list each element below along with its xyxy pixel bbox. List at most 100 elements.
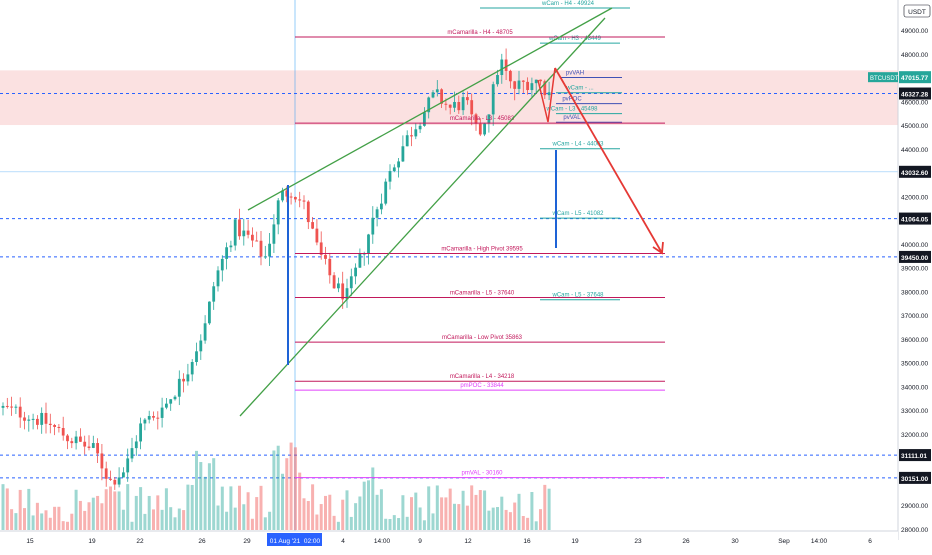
volume-bar bbox=[526, 517, 530, 530]
volume-bar bbox=[530, 492, 534, 530]
volume-bar bbox=[195, 450, 198, 530]
volume-bar bbox=[289, 442, 293, 530]
volume-bar bbox=[500, 496, 504, 530]
candle-body bbox=[466, 97, 469, 101]
price-badge-text: 39450.00 bbox=[901, 255, 928, 262]
x-tick-label: 22 bbox=[136, 538, 144, 545]
y-tick-label: 49000.00 bbox=[901, 28, 928, 35]
volume-bar bbox=[57, 506, 61, 530]
volume-bar bbox=[100, 503, 104, 530]
volume-bar bbox=[18, 489, 22, 530]
volume-bar bbox=[27, 488, 31, 530]
candle-body bbox=[367, 234, 370, 254]
candle-body bbox=[302, 200, 306, 202]
volume-bar bbox=[302, 498, 306, 530]
volume-bar bbox=[517, 493, 521, 530]
x-tick-label: 9 bbox=[418, 538, 422, 545]
candle-body bbox=[134, 441, 138, 449]
volume-bar bbox=[354, 503, 358, 530]
volume-bar bbox=[139, 487, 143, 530]
y-tick-label: 37000.00 bbox=[901, 313, 928, 320]
level-label: pvVAL bbox=[563, 115, 581, 121]
candle-body bbox=[100, 453, 104, 469]
currency-badge[interactable] bbox=[903, 4, 931, 18]
x-tick-label: 26 bbox=[682, 538, 690, 545]
x-tick-label: 26 bbox=[198, 538, 206, 545]
price-badge-text: 30151.00 bbox=[901, 476, 928, 483]
candle-body bbox=[5, 405, 9, 407]
candle-body bbox=[397, 161, 400, 168]
candle-body bbox=[126, 458, 130, 473]
volume-bar bbox=[164, 488, 168, 530]
y-tick-label: 36000.00 bbox=[901, 337, 928, 344]
volume-bar bbox=[156, 495, 160, 530]
y-tick-label: 28000.00 bbox=[901, 527, 928, 534]
candle-body bbox=[474, 114, 478, 124]
price-badge bbox=[899, 250, 931, 263]
channel-lower-line bbox=[239, 17, 606, 417]
price-badge bbox=[899, 165, 931, 178]
volume-bar bbox=[117, 491, 121, 530]
volume-bar bbox=[483, 490, 487, 530]
volume-bar bbox=[182, 510, 186, 530]
y-tick-label: 39000.00 bbox=[901, 266, 928, 273]
volume-bar bbox=[281, 473, 284, 530]
volume-bar bbox=[418, 507, 422, 530]
volume-bar bbox=[83, 510, 87, 530]
currency-badge-text: USDT bbox=[908, 9, 926, 16]
volume-bar bbox=[40, 513, 44, 530]
candle-body bbox=[79, 436, 82, 442]
candle-body bbox=[169, 399, 173, 404]
candle-body bbox=[435, 89, 439, 93]
volume-bar bbox=[435, 485, 439, 530]
volume-bar bbox=[410, 497, 413, 530]
candle-body bbox=[453, 102, 456, 108]
volume-bar bbox=[177, 508, 181, 530]
candle-body bbox=[504, 59, 508, 71]
volume-bar bbox=[371, 467, 375, 530]
volume-bar bbox=[199, 462, 203, 530]
volume-bar bbox=[358, 496, 362, 530]
y-tick-label: 35000.00 bbox=[901, 361, 928, 368]
candle-body bbox=[233, 219, 237, 246]
candle-body bbox=[147, 416, 151, 420]
volume-bar bbox=[349, 516, 353, 530]
candle-body bbox=[534, 79, 538, 84]
candle-body bbox=[10, 406, 13, 408]
volume-bar bbox=[238, 485, 241, 530]
candle-body bbox=[122, 472, 125, 478]
candle-body bbox=[526, 81, 529, 91]
candle-body bbox=[113, 479, 117, 485]
candle-body bbox=[53, 425, 56, 427]
volume-bar bbox=[405, 516, 409, 530]
arrow-head bbox=[652, 241, 664, 255]
candle-body bbox=[91, 443, 95, 448]
candle-body bbox=[285, 190, 289, 197]
candle-body bbox=[268, 243, 271, 257]
level-label: wCam - L5 - 41082 bbox=[551, 211, 604, 217]
y-tick-label: 44000.00 bbox=[901, 147, 928, 154]
candle-body bbox=[388, 171, 392, 182]
volume-bar bbox=[14, 513, 18, 530]
level-label: wCam - L4 - 44003 bbox=[551, 142, 604, 148]
level-label: pmPOC - 33844 bbox=[460, 383, 504, 389]
candle-body bbox=[220, 258, 224, 271]
candle-body bbox=[216, 270, 220, 287]
candle-body bbox=[444, 103, 448, 105]
volume-bar bbox=[268, 511, 272, 530]
candle-body bbox=[152, 416, 155, 418]
candle-body bbox=[199, 340, 203, 352]
last-price-tag-text: BTCUSDT bbox=[870, 76, 899, 82]
volume-bar bbox=[427, 486, 431, 530]
candle-body bbox=[44, 412, 48, 424]
level-label: wCam - ... bbox=[565, 86, 594, 92]
candle-body bbox=[298, 199, 302, 201]
volume-bar bbox=[508, 512, 512, 530]
candle-body bbox=[1, 405, 5, 408]
level-label: mCamarilla - H4 - 48705 bbox=[447, 30, 513, 36]
volume-bar bbox=[306, 501, 310, 530]
candle-body bbox=[31, 418, 35, 420]
time-axis-bg bbox=[0, 531, 898, 550]
y-tick-label: 38000.00 bbox=[901, 289, 928, 296]
